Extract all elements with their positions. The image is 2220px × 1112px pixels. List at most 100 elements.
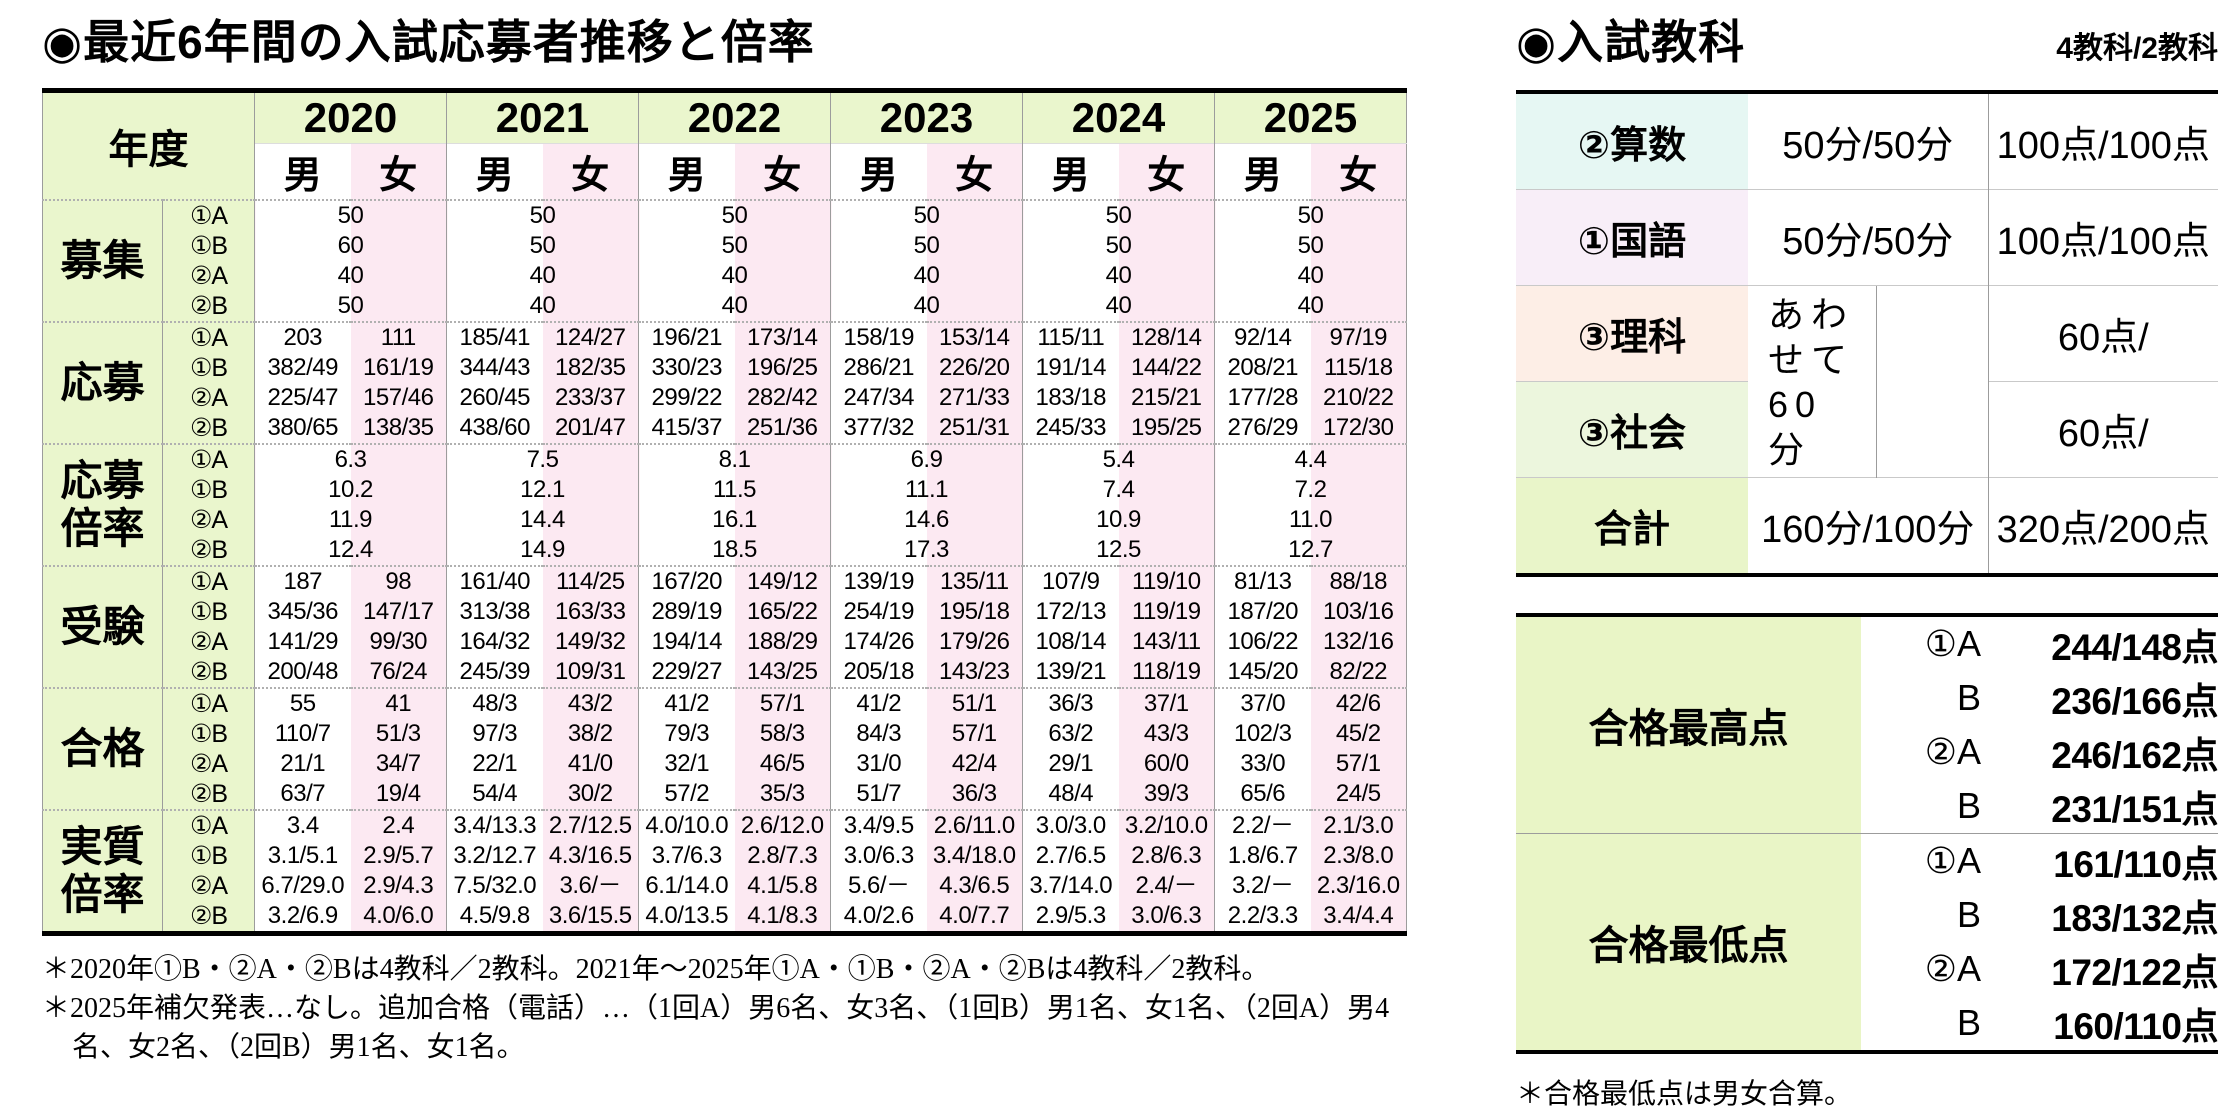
score-sub-label: B xyxy=(1956,677,1981,718)
data-cell: 12.1 xyxy=(446,475,639,505)
data-cell-female: 38/2 xyxy=(542,719,639,749)
exam-round-label: ②A xyxy=(162,383,255,413)
footnote: ＊2025年補欠発表…なし。追加合格（電話）…（1回A）男6名、女3名、（1回B… xyxy=(42,993,1390,1064)
data-cell-male: 6.1/14.0 xyxy=(638,871,735,901)
data-cell-female: 149/12 xyxy=(734,565,831,597)
subject-points: 60点/ xyxy=(1987,381,2218,478)
data-cell-female: 3.4/4.4 xyxy=(1310,901,1407,934)
data-cell-female: 42/6 xyxy=(1310,687,1407,719)
data-cell-male: 191/14 xyxy=(1022,353,1119,383)
data-cell-male: 208/21 xyxy=(1214,353,1311,383)
data-cell-male: 187 xyxy=(254,565,351,597)
score-sub-label: B xyxy=(1956,894,1981,935)
data-cell-male: 229/27 xyxy=(638,657,735,688)
data-cell-female: 2.4 xyxy=(350,809,447,841)
data-cell-male: 1.8/6.7 xyxy=(1214,841,1311,871)
row-group-label: 募集 xyxy=(42,199,163,322)
year-cell: 2023 xyxy=(830,90,1023,144)
data-cell-female: 282/42 xyxy=(734,383,831,413)
data-cell-female: 196/25 xyxy=(734,353,831,383)
data-cell-female: 195/25 xyxy=(1118,413,1215,444)
data-cell-male: 2.9/5.3 xyxy=(1022,901,1119,934)
female-header: 女 xyxy=(926,143,1023,200)
data-cell-female: 173/14 xyxy=(734,321,831,353)
exam-round-label: ①B xyxy=(162,597,255,627)
score-value: 172/122点 xyxy=(2051,952,2218,993)
data-cell-male: 65/6 xyxy=(1214,779,1311,810)
year-cell: 2021 xyxy=(446,90,639,144)
table-row: ①B 382/49 161/19 344/43 182/35 330/23 196/25 28… xyxy=(43,353,1407,383)
data-cell-male: 97/3 xyxy=(446,719,543,749)
male-header: 男 xyxy=(830,143,927,200)
data-cell-male: 203 xyxy=(254,321,351,353)
data-cell-female: 41 xyxy=(350,687,447,719)
score-row: 合格最低点 ①A 161/110点 xyxy=(1516,833,2219,1052)
page-title: ◉最近6年間の入試応募者推移と倍率 xyxy=(42,16,815,68)
score-row: B 236/166点 xyxy=(1516,671,2219,725)
data-cell-male: 37/0 xyxy=(1214,687,1311,719)
data-cell-female: 57/1 xyxy=(1310,749,1407,779)
exam-round-label: ②A xyxy=(162,627,255,657)
data-cell-female: 251/31 xyxy=(926,413,1023,444)
data-cell-male: 3.4/9.5 xyxy=(830,809,927,841)
male-header: 男 xyxy=(638,143,735,200)
table-row: ②B 50 40 40 40 40 40 xyxy=(43,291,1407,322)
data-cell-male: 41/2 xyxy=(638,687,735,719)
data-cell-male: 29/1 xyxy=(1022,749,1119,779)
score-value: 183/132点 xyxy=(2051,898,2218,939)
data-cell-female: 138/35 xyxy=(350,413,447,444)
data-cell-female: 82/22 xyxy=(1310,657,1407,688)
data-cell-female: 143/25 xyxy=(734,657,831,688)
data-cell-female: 88/18 xyxy=(1310,565,1407,597)
subjects-section: ◉入試教科 4教科/2教科 ②算数 50分/50分 100点/100点 ①国語 … xyxy=(1516,6,2219,1112)
row-group-label: 受験 xyxy=(42,565,163,688)
data-cell-female: 43/2 xyxy=(542,687,639,719)
data-cell-female: 4.3/16.5 xyxy=(542,841,639,871)
data-cell: 11.5 xyxy=(638,475,831,505)
data-cell-female: 43/3 xyxy=(1118,719,1215,749)
data-cell-female: 144/22 xyxy=(1118,353,1215,383)
row-group-label: 実質倍率 xyxy=(42,809,163,934)
data-cell-male: 158/19 xyxy=(830,321,927,353)
data-cell-male: 63/7 xyxy=(254,779,351,810)
data-cell-male: 4.0/2.6 xyxy=(830,901,927,934)
subject-points: 100点/100点 xyxy=(1987,92,2218,190)
data-cell-male: 3.7/14.0 xyxy=(1022,871,1119,901)
subject-row: 合計 160分/100分 320点/200点 xyxy=(1516,477,2218,575)
data-cell-male: 3.4/13.3 xyxy=(446,809,543,841)
exam-round-label: ①A xyxy=(162,443,255,475)
data-cell-male: 31/0 xyxy=(830,749,927,779)
data-cell-male: 3.2/6.9 xyxy=(254,901,351,934)
exam-round-label: ②B xyxy=(162,535,255,566)
data-cell-female: 3.6/15.5 xyxy=(542,901,639,934)
data-cell-female: 2.9/5.7 xyxy=(350,841,447,871)
data-cell: 12.7 xyxy=(1214,535,1407,566)
data-cell-female: 3.0/6.3 xyxy=(1118,901,1215,934)
data-cell-male: 54/4 xyxy=(446,779,543,810)
data-cell: 40 xyxy=(638,291,831,322)
data-cell: 40 xyxy=(638,261,831,291)
data-cell: 50 xyxy=(1214,231,1407,261)
data-cell-female: 2.7/12.5 xyxy=(542,809,639,841)
data-cell-female: 157/46 xyxy=(350,383,447,413)
data-cell-male: 5.6/－ xyxy=(830,871,927,901)
score-value: 160/110点 xyxy=(2053,1006,2218,1047)
table-row: ②A 6.7/29.0 2.9/4.3 7.5/32.0 3.6/－ 6.1/14.0 4.… xyxy=(43,871,1407,901)
data-cell-female: 46/5 xyxy=(734,749,831,779)
score-sub-label: B xyxy=(1956,1002,1981,1043)
subject-row: ①国語 50分/50分 100点/100点 xyxy=(1516,189,2218,286)
data-cell-male: 185/41 xyxy=(446,321,543,353)
data-cell-female: 4.1/8.3 xyxy=(734,901,831,934)
exam-round-label: ②A xyxy=(162,261,255,291)
exam-round-label: ①A xyxy=(162,565,255,597)
score-sub-label: B xyxy=(1956,785,1981,826)
data-cell-female: 57/1 xyxy=(926,719,1023,749)
data-cell-male: 260/45 xyxy=(446,383,543,413)
data-cell-male: 110/7 xyxy=(254,719,351,749)
subject-points: 100点/100点 xyxy=(1987,189,2218,286)
data-cell-male: 161/40 xyxy=(446,565,543,597)
score-row: B 231/151点 xyxy=(1516,779,2219,834)
subject-label: ③社会 xyxy=(1516,381,1748,478)
male-header: 男 xyxy=(1022,143,1119,200)
data-cell-male: 48/3 xyxy=(446,687,543,719)
